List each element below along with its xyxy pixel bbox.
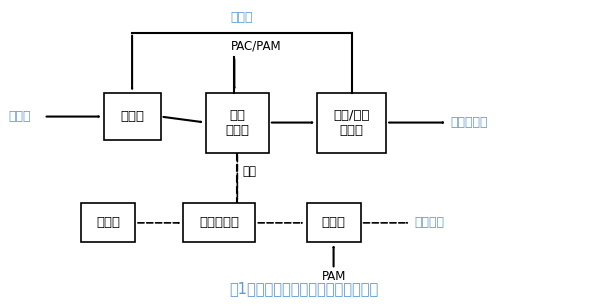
Text: 污泥: 污泥	[242, 166, 256, 178]
Bar	[206, 93, 269, 152]
Text: PAC/PAM: PAC/PAM	[231, 40, 282, 53]
Text: 砂滤/多介
质过滤: 砂滤/多介 质过滤	[333, 109, 370, 137]
Text: 污泥池: 污泥池	[96, 216, 120, 229]
Text: 排污水: 排污水	[231, 11, 253, 24]
Bar	[81, 203, 135, 242]
Bar	[307, 203, 361, 242]
Text: 压滤机: 压滤机	[322, 216, 345, 229]
Text: 污泥浓缩池: 污泥浓缩池	[199, 216, 239, 229]
Text: 矿井水: 矿井水	[8, 110, 32, 123]
Bar	[183, 203, 256, 242]
Text: 回用／外排: 回用／外排	[451, 116, 489, 129]
Text: 调节池: 调节池	[120, 110, 144, 123]
Text: 混凝
沉淀池: 混凝 沉淀池	[225, 109, 249, 137]
Text: 图1煤矿井下疏干水常规处理工艺流程: 图1煤矿井下疏干水常规处理工艺流程	[229, 281, 378, 296]
Text: PAM: PAM	[321, 270, 346, 283]
Bar	[104, 93, 161, 140]
Text: 泥饼外运: 泥饼外运	[415, 216, 445, 229]
Bar	[317, 93, 386, 152]
